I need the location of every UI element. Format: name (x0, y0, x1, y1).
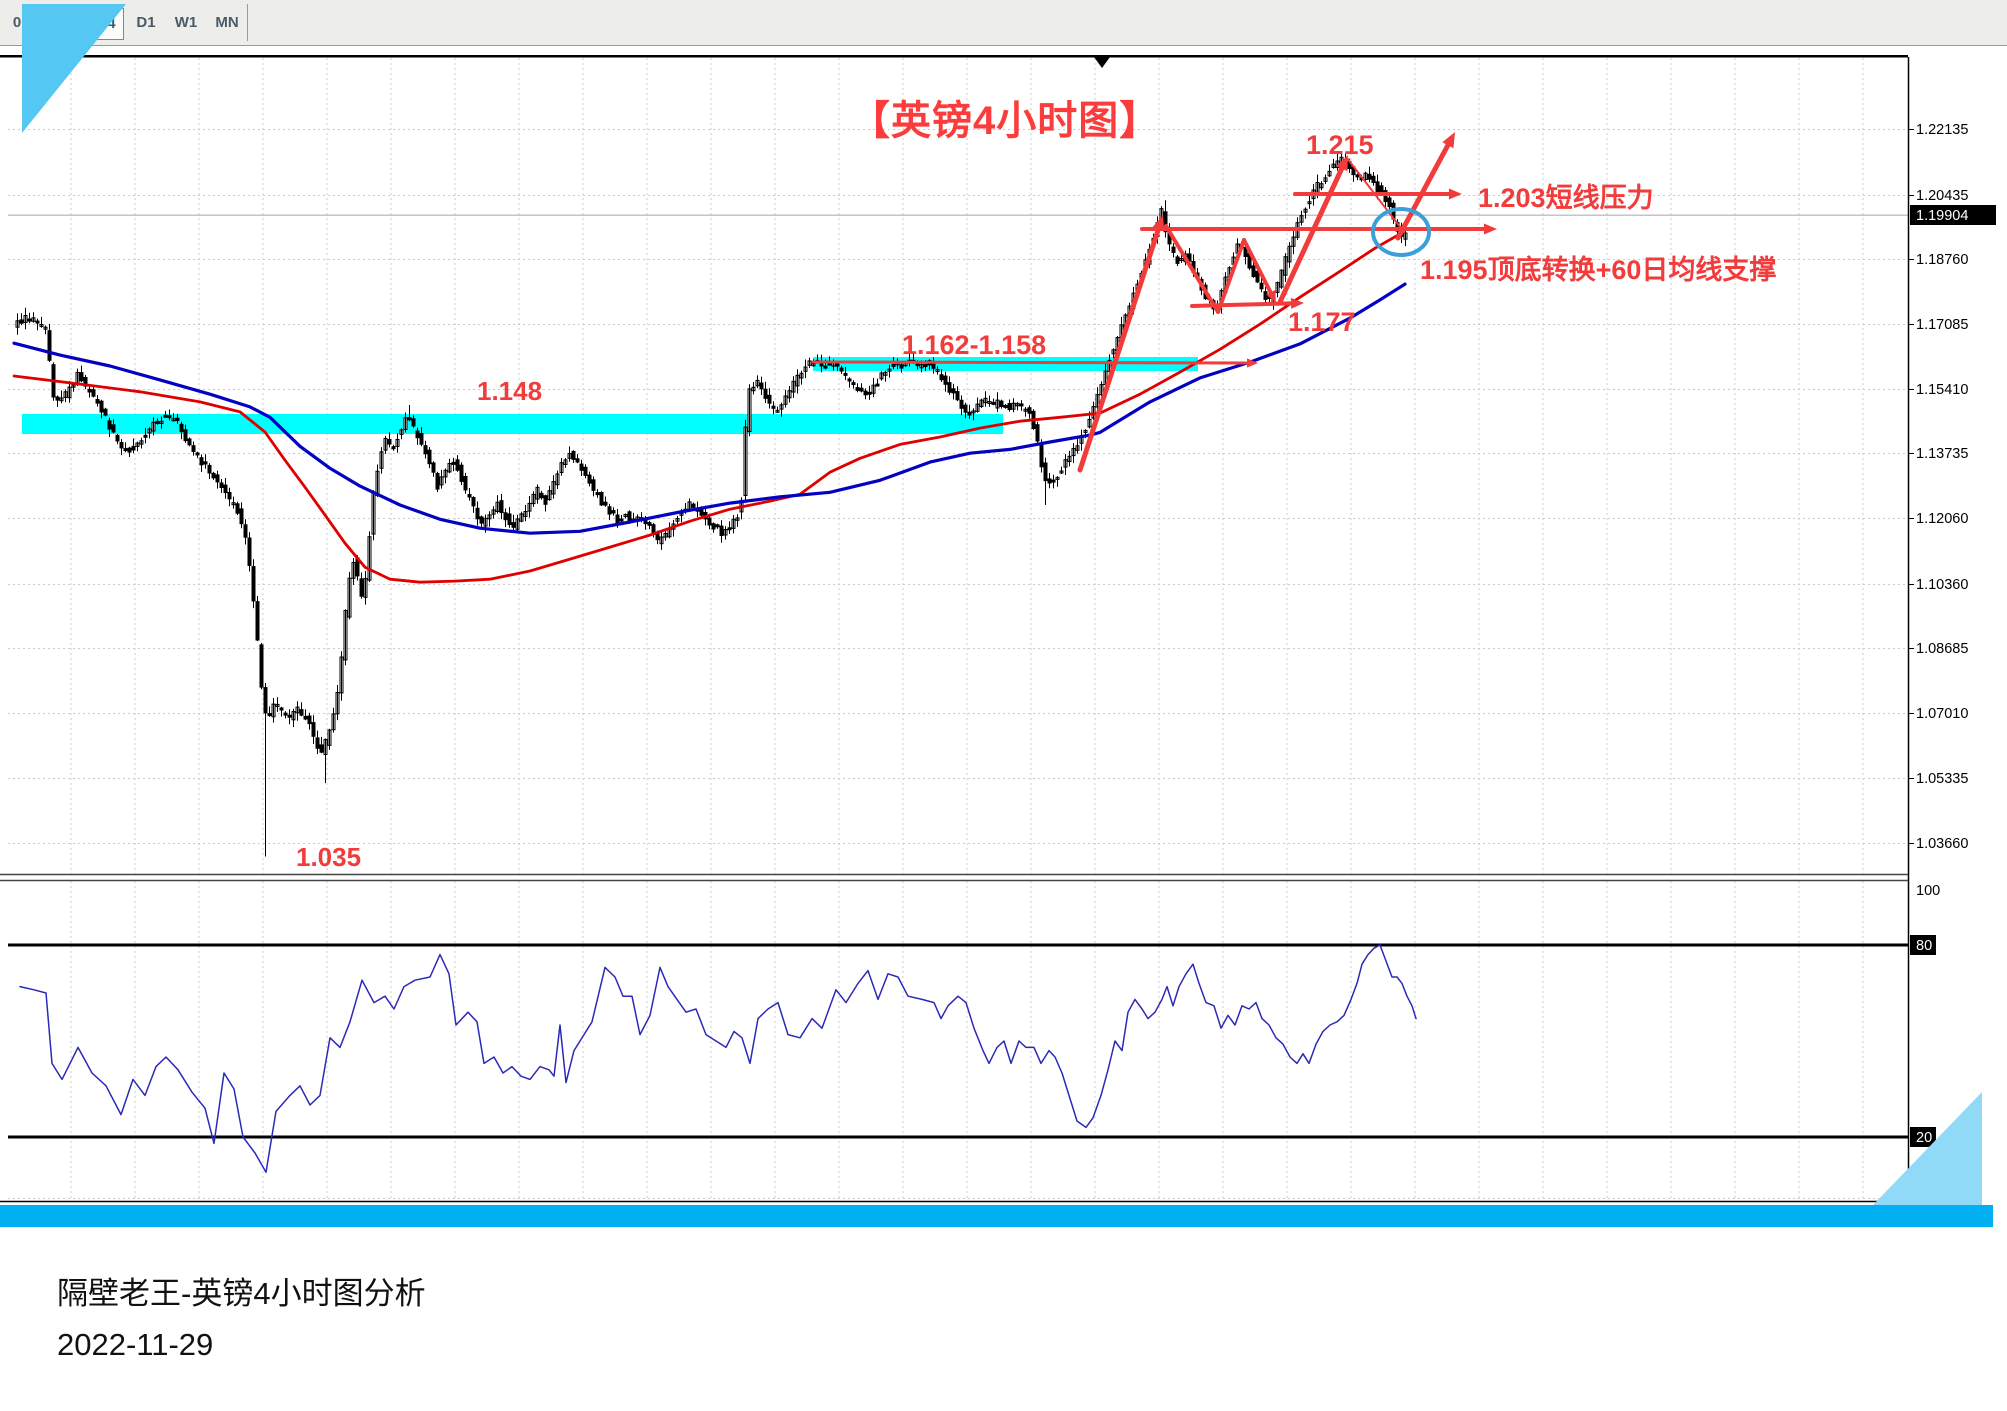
price-annotation-label: 1.177 (1288, 307, 1356, 337)
grid-lines (8, 58, 1908, 1201)
chart-top-border (0, 55, 1908, 58)
price-axis-label: 1.13735 (1916, 446, 1968, 462)
annotation-arrow-head (1266, 290, 1276, 303)
highlight-circle (1371, 207, 1431, 257)
price-axis-label: 1.03660 (1916, 836, 1968, 852)
price-axis-label: 1.12060 (1916, 511, 1968, 527)
price-axis-label: 1.20435 (1916, 188, 1968, 204)
price-axis-label: 1.18760 (1916, 252, 1968, 268)
oscillator-level-label: 80 (1916, 938, 1932, 954)
decor-bottom-banner (0, 1205, 1993, 1227)
annotation-arrow-shaft (1190, 301, 1297, 308)
annotation-arrow-head (1449, 188, 1462, 200)
footer-caption: 隔壁老王-英镑4小时图分析 2022-11-29 (57, 1268, 426, 1363)
price-axis-label: 1.08685 (1916, 641, 1968, 657)
price-annotation-label: 1.148 (477, 376, 543, 406)
annotation-line (1164, 224, 1220, 314)
price-annotation-label: 1.215 (1306, 130, 1374, 160)
timeframe-toolbar: 0H1H4D1W1MN (0, 0, 2007, 46)
oscillator-level-box (1910, 1127, 1936, 1147)
annotation-arrow-shaft (1077, 222, 1163, 473)
price-axis-label: 1.15410 (1916, 382, 1968, 398)
annotation-arrow-shaft (811, 360, 1252, 365)
timeframe-button-MN[interactable]: MN (215, 14, 239, 31)
oscillator-line (19, 944, 1417, 1173)
oscillator-level-box (1910, 935, 1936, 955)
price-axis-label: 1.17085 (1916, 317, 1968, 333)
price-annotation-label: 1.162-1.158 (902, 330, 1047, 360)
annotation-arrow-shaft (1395, 138, 1453, 241)
candle-wicks (17, 151, 1406, 857)
bar-position-marker-icon (1094, 57, 1110, 68)
annotation-arrow-shaft (1277, 162, 1347, 305)
annotation-arrow-head (1246, 358, 1258, 368)
price-axis-label: 1.07010 (1916, 706, 1968, 722)
timeframe-button-W1[interactable]: W1 (174, 14, 198, 31)
price-axis-label: 1.10360 (1916, 577, 1968, 593)
current-price-box (1910, 205, 1996, 225)
oscillator-level-label: 20 (1916, 1130, 1932, 1146)
price-axis-label: 1.05335 (1916, 771, 1968, 787)
chart-title-annotation: 【英镑4小时图】 (850, 99, 1161, 143)
price-annotation-label: 1.035 (296, 842, 362, 872)
timeframe-button-0[interactable]: 0 (12, 14, 22, 31)
ma-line-blue (12, 282, 1407, 535)
annotation-arrow-shaft (1242, 238, 1275, 298)
footer-date: 2022-11-29 (57, 1327, 214, 1362)
oscillator-level-label: 100 (1916, 883, 1940, 899)
ma-line-red-60 (12, 230, 1405, 584)
price-axis-label: 1.22135 (1916, 122, 1968, 138)
timeframe-button-D1[interactable]: D1 (136, 14, 156, 31)
footer-analysis-title: 隔壁老王-英镑4小时图分析 (57, 1276, 426, 1311)
annotation-arrow-head (1335, 155, 1348, 172)
price-annotation-label: 1.203短线压力 (1478, 183, 1654, 213)
support-zone-1.148 (22, 414, 1003, 434)
annotation-arrow-head (1290, 297, 1304, 309)
current-price-value: 1.19904 (1916, 208, 1968, 224)
annotation-arrow-head (1442, 132, 1455, 149)
annotation-line (1216, 238, 1246, 314)
price-annotation-label: 1.195顶底转换+60日均线支撑 (1420, 255, 1777, 285)
annotation-arrow-head (1484, 223, 1497, 235)
toolbar-separator (247, 4, 248, 41)
